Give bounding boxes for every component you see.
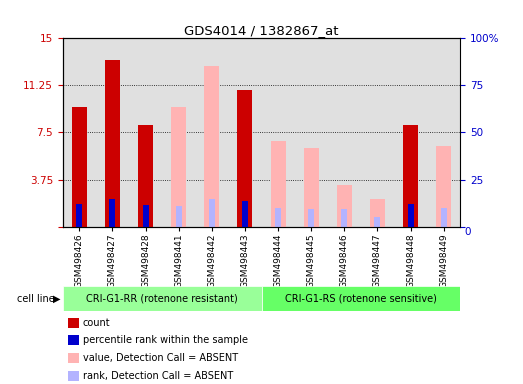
Bar	[270, 141, 286, 227]
Bar	[337, 185, 352, 227]
Bar	[370, 199, 385, 227]
Bar	[143, 205, 149, 227]
Bar	[427, 38, 460, 227]
Bar	[394, 38, 427, 227]
Bar	[209, 199, 215, 227]
Text: cell line: cell line	[17, 293, 58, 304]
Text: 0: 0	[464, 227, 471, 237]
Bar	[72, 108, 87, 227]
Bar	[374, 217, 380, 227]
Bar	[328, 38, 361, 227]
Bar	[436, 146, 451, 227]
Bar	[407, 204, 414, 227]
Bar	[361, 38, 394, 227]
Bar	[176, 207, 181, 227]
Bar	[96, 38, 129, 227]
Text: count: count	[83, 318, 110, 328]
Bar	[304, 147, 319, 227]
Bar	[204, 66, 219, 227]
Text: rank, Detection Call = ABSENT: rank, Detection Call = ABSENT	[83, 371, 233, 381]
Bar	[237, 90, 253, 227]
Bar	[403, 125, 418, 227]
Bar	[229, 38, 262, 227]
Bar	[76, 204, 82, 227]
Bar	[242, 202, 248, 227]
Text: value, Detection Call = ABSENT: value, Detection Call = ABSENT	[83, 353, 238, 363]
Bar	[294, 38, 328, 227]
Text: ▶: ▶	[53, 293, 60, 304]
Text: CRI-G1-RR (rotenone resistant): CRI-G1-RR (rotenone resistant)	[86, 293, 238, 304]
Bar	[63, 286, 262, 311]
Bar	[109, 199, 116, 227]
Bar	[63, 38, 96, 227]
Title: GDS4014 / 1382867_at: GDS4014 / 1382867_at	[184, 24, 339, 37]
Bar	[275, 208, 281, 227]
Bar	[262, 38, 294, 227]
Bar	[162, 38, 195, 227]
Text: CRI-G1-RS (rotenone sensitive): CRI-G1-RS (rotenone sensitive)	[285, 293, 437, 304]
Bar	[105, 60, 120, 227]
Bar	[342, 209, 347, 227]
Bar	[138, 125, 153, 227]
Bar	[262, 286, 460, 311]
Bar	[171, 108, 186, 227]
Text: percentile rank within the sample: percentile rank within the sample	[83, 335, 247, 345]
Bar	[441, 208, 447, 227]
Bar	[308, 209, 314, 227]
Bar	[195, 38, 229, 227]
Bar	[129, 38, 162, 227]
